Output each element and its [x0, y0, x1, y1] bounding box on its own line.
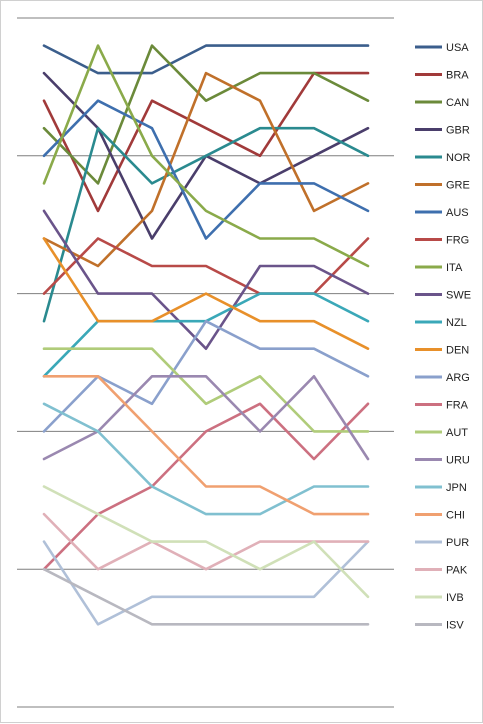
- legend-label-ivb: IVB: [446, 592, 464, 604]
- legend-label-gre: GRE: [446, 180, 470, 192]
- series-line-usa: [42, 44, 370, 75]
- series-line-den: [42, 237, 370, 351]
- series-line-nzl: [42, 292, 370, 378]
- series-line-aut: [42, 347, 370, 433]
- legend-label-bra: BRA: [446, 70, 469, 82]
- series-line-ita: [42, 44, 370, 268]
- legend-label-pak: PAK: [446, 565, 468, 577]
- series-line-gre: [42, 71, 370, 268]
- legend-label-pur: PUR: [446, 537, 469, 549]
- legend-label-den: DEN: [446, 345, 469, 357]
- legend-label-ita: ITA: [446, 262, 463, 274]
- legend-label-arg: ARG: [446, 372, 470, 384]
- series-line-can: [42, 44, 370, 185]
- series-line-uru: [42, 374, 370, 461]
- legend-label-aut: AUT: [446, 427, 468, 439]
- legend-label-fra: FRA: [446, 400, 469, 412]
- series-line-nor: [42, 126, 370, 323]
- legend-label-usa: USA: [446, 42, 469, 54]
- gridlines: [17, 17, 394, 708]
- legend-label-isv: ISV: [446, 620, 464, 632]
- series-line-jpn: [42, 402, 370, 516]
- series-line-swe: [42, 209, 370, 351]
- legend-label-can: CAN: [446, 97, 469, 109]
- series-line-bra: [42, 71, 370, 213]
- legend-label-frg: FRG: [446, 235, 469, 247]
- legend: USA BRA CAN GBR NOR GRE AUS FRG ITA SWE NZL DEN ARG F…: [415, 42, 471, 632]
- legend-label-jpn: JPN: [446, 482, 467, 494]
- series-lines: [42, 44, 370, 626]
- legend-label-swe: SWE: [446, 290, 471, 302]
- legend-label-nor: NOR: [446, 152, 471, 164]
- series-line-pur: [42, 540, 370, 626]
- series-line-ivb: [42, 485, 370, 599]
- series-line-aus: [42, 99, 370, 240]
- legend-label-aus: AUS: [446, 207, 469, 219]
- legend-label-uru: URU: [446, 455, 470, 467]
- legend-label-chi: CHI: [446, 510, 465, 522]
- series-line-isv: [42, 567, 370, 626]
- legend-label-gbr: GBR: [446, 125, 470, 137]
- legend-label-nzl: NZL: [446, 317, 467, 329]
- series-line-chi: [42, 374, 370, 516]
